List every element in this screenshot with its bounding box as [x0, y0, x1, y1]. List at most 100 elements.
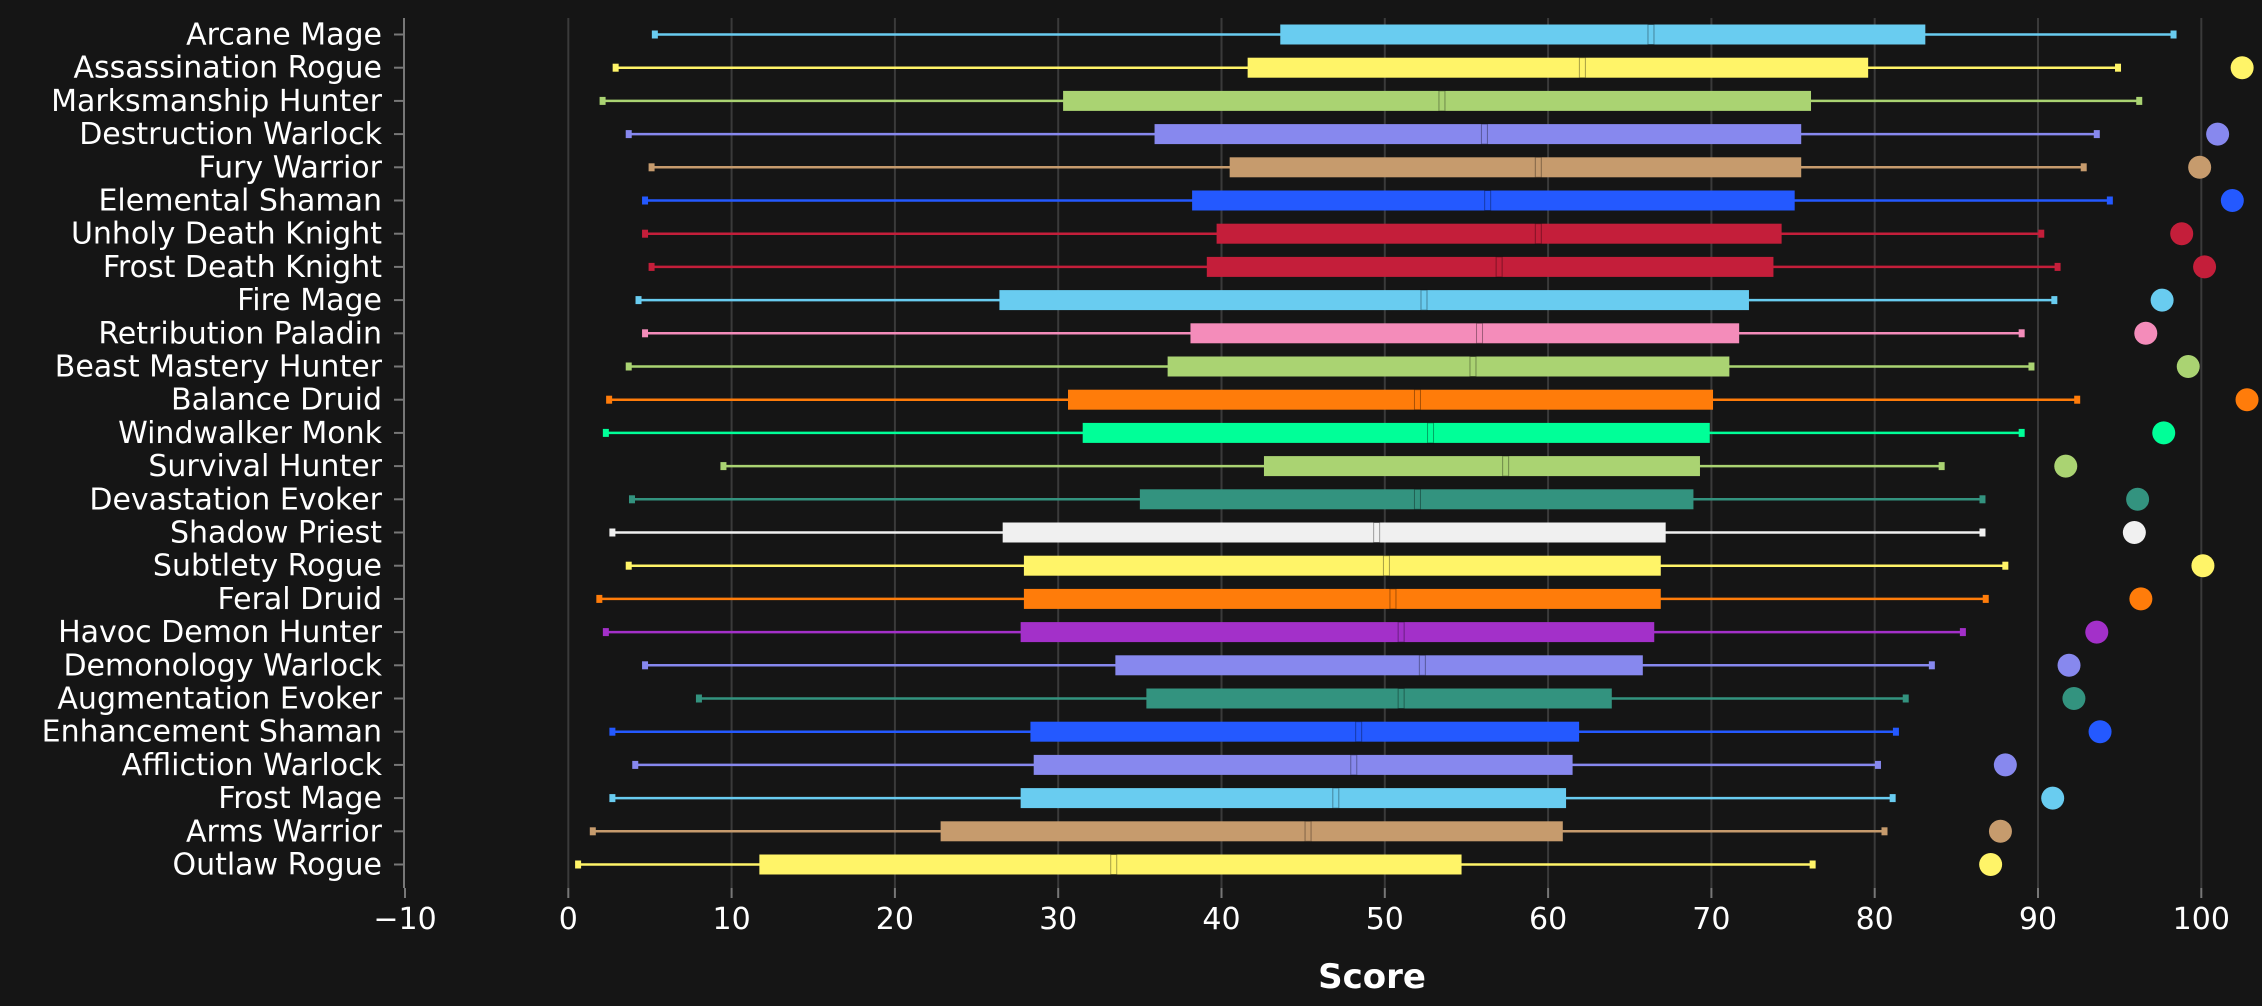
top-score-point — [2150, 288, 2174, 312]
box-group — [642, 222, 2194, 246]
iqr-box — [1206, 256, 1774, 277]
category-label: Affliction Warlock — [122, 748, 383, 783]
whisker-cap-min — [609, 794, 616, 803]
whisker-cap-max — [1809, 860, 1816, 869]
box-group — [632, 753, 2017, 777]
category-label: Arcane Mage — [186, 18, 382, 53]
category-label: Arms Warrior — [186, 814, 383, 849]
median-marker — [1647, 24, 1655, 45]
category-label: Windwalker Monk — [118, 416, 383, 451]
category-label: Enhancement Shaman — [42, 715, 382, 750]
box-group — [642, 653, 2081, 677]
whisker-cap-max — [2080, 163, 2087, 172]
top-score-point — [1979, 853, 2003, 876]
x-tick-label: 70 — [1692, 902, 1730, 937]
median-marker — [1427, 422, 1435, 444]
box-group — [648, 255, 2217, 279]
median-marker — [1534, 156, 1542, 178]
median-marker — [1438, 90, 1446, 112]
iqr-box — [1167, 356, 1730, 377]
median-marker — [1413, 389, 1421, 411]
whisker-cap-max — [1979, 495, 1986, 504]
whisker-cap-max — [2038, 229, 2045, 238]
top-score-point — [2206, 122, 2230, 146]
box-group — [625, 554, 2215, 578]
whisker-cap-max — [2074, 395, 2081, 404]
category-label: Subtlety Rogue — [153, 549, 382, 584]
category-label: Shadow Priest — [170, 516, 382, 551]
box-group — [635, 288, 2174, 312]
box-group — [602, 421, 2176, 445]
top-score-point — [2152, 421, 2176, 445]
top-score-point — [2235, 388, 2259, 412]
iqr-box — [1002, 522, 1666, 543]
whisker-cap-min — [695, 694, 702, 703]
whisker-cap-min — [625, 362, 632, 371]
box-group — [651, 24, 2177, 45]
iqr-box — [1033, 754, 1573, 775]
box-group — [602, 620, 2109, 644]
iqr-box — [1190, 323, 1740, 344]
box-group — [642, 189, 2244, 212]
median-marker — [1332, 787, 1340, 809]
iqr-box — [1030, 721, 1580, 742]
iqr-box — [1280, 24, 1926, 45]
top-score-point — [2126, 487, 2150, 511]
category-label: Demonology Warlock — [63, 648, 382, 683]
x-tick-label: 10 — [713, 902, 751, 937]
category-label: Augmentation Evoker — [57, 682, 382, 717]
whisker-cap-min — [628, 495, 635, 504]
top-score-point — [2085, 620, 2109, 644]
top-score-point — [2041, 786, 2065, 810]
box-group — [575, 853, 2003, 876]
whisker-cap-min — [635, 296, 642, 305]
whisker-cap-min — [609, 727, 616, 736]
top-score-point — [2057, 653, 2081, 677]
whisker-cap-min — [602, 428, 609, 437]
iqr-box — [1023, 555, 1661, 576]
median-marker — [1484, 190, 1492, 211]
category-label: Feral Druid — [218, 582, 383, 617]
category-label: Unholy Death Knight — [71, 217, 382, 252]
iqr-box — [1154, 124, 1802, 145]
whisker-cap-max — [1982, 594, 1989, 603]
whisker-cap-max — [2136, 96, 2143, 105]
iqr-box — [940, 821, 1563, 842]
box-group — [589, 819, 2012, 843]
x-tick-label: 50 — [1366, 902, 1404, 937]
category-label: Marksmanship Hunter — [51, 84, 383, 119]
category-label: Outlaw Rogue — [172, 848, 382, 883]
iqr-box — [1020, 622, 1655, 643]
median-marker — [1418, 654, 1426, 676]
category-label: Havoc Demon Hunter — [58, 615, 383, 650]
category-label: Frost Death Knight — [103, 250, 382, 285]
box-group — [599, 90, 2143, 112]
top-score-point — [2230, 56, 2254, 80]
top-score-point — [2134, 321, 2158, 345]
category-label: Frost Mage — [218, 781, 382, 816]
x-axis-title: Score — [1318, 957, 1426, 997]
box-group — [606, 388, 2259, 412]
median-marker — [1420, 289, 1428, 311]
whisker-cap-max — [2054, 262, 2061, 271]
box-group — [695, 687, 2086, 710]
category-label: Destruction Warlock — [79, 117, 382, 152]
top-score-point — [2193, 255, 2217, 279]
top-score-point — [1988, 819, 2012, 843]
top-score-point — [2122, 521, 2146, 544]
box-group — [612, 56, 2254, 80]
median-marker — [1304, 820, 1312, 842]
whisker-cap-max — [1892, 727, 1899, 736]
category-label: Fury Warrior — [198, 150, 382, 185]
median-marker — [1355, 721, 1363, 743]
box-group — [625, 122, 2230, 146]
category-label: Beast Mastery Hunter — [55, 350, 383, 385]
whisker-cap-max — [2093, 130, 2100, 139]
category-label: Retribution Paladin — [98, 316, 382, 351]
whisker-cap-min — [648, 262, 655, 271]
iqr-box — [1146, 688, 1612, 709]
top-score-point — [2176, 355, 2200, 378]
median-marker — [1495, 256, 1503, 278]
